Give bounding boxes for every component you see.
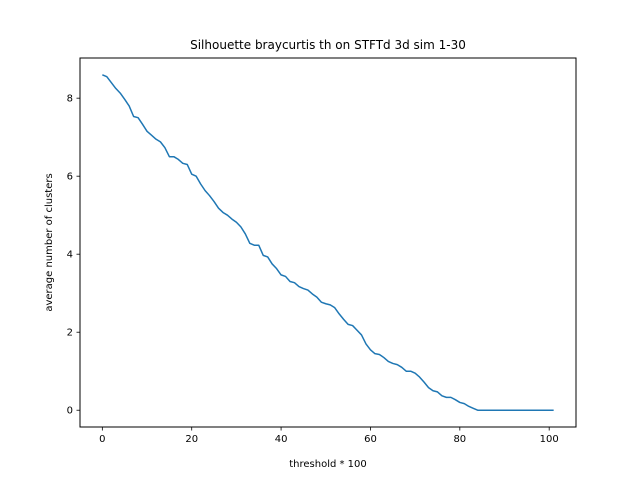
- chart-title: Silhouette braycurtis th on STFTd 3d sim…: [190, 38, 466, 52]
- y-tick-label: 2: [67, 328, 73, 339]
- x-tick-label: 0: [99, 434, 105, 445]
- x-axis: 0 20 40 60 80 100: [99, 427, 559, 445]
- x-tick-label: 100: [540, 434, 559, 445]
- x-tick-label: 60: [364, 434, 377, 445]
- y-tick-label: 4: [67, 250, 73, 261]
- plot-frame: [79, 57, 577, 428]
- series-line-0: [102, 74, 554, 411]
- x-tick-label: 20: [185, 434, 198, 445]
- x-tick-label: 40: [275, 434, 288, 445]
- y-axis: 0 2 4 6 8: [67, 94, 80, 417]
- x-axis-label: threshold * 100: [289, 459, 367, 470]
- y-axis-label: average number of clusters: [44, 173, 55, 311]
- y-tick-label: 6: [67, 172, 73, 183]
- y-tick-label: 0: [67, 406, 73, 417]
- plot-area: [102, 74, 554, 411]
- x-tick-label: 80: [453, 434, 466, 445]
- y-tick-label: 8: [67, 94, 73, 105]
